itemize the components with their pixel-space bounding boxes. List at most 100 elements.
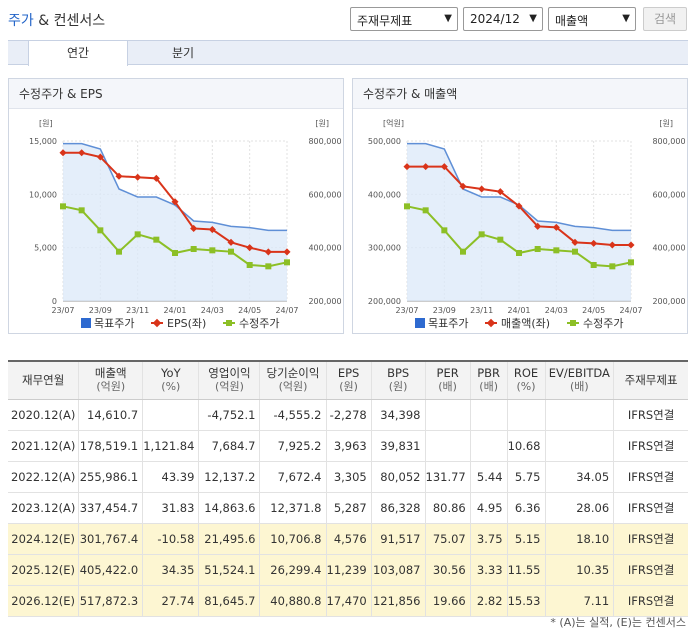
- table-cell: [469, 430, 508, 462]
- table-cell: 131.77: [424, 461, 471, 493]
- table-cell: 3,963: [325, 430, 372, 462]
- tab-quarterly[interactable]: 분기: [171, 46, 195, 60]
- table-row: 2025.12(E) 405,422.0 34.35 51,524.1 26,299.4…: [8, 554, 688, 586]
- table-cell: 10,706.8: [259, 523, 326, 555]
- x-tick: 24/03: [545, 306, 568, 315]
- table-cell: 19.66: [424, 585, 471, 617]
- right-tick: 200,000: [308, 297, 341, 306]
- table-cell: IFRS연결: [613, 554, 688, 586]
- x-tick: 24/01: [507, 306, 530, 315]
- table-cell: 1,121.84: [142, 430, 199, 462]
- table-cell: 30.56: [424, 554, 471, 586]
- left-tick: 500,000: [368, 137, 401, 146]
- adjusted-price-point: [190, 246, 197, 252]
- sales-point: [571, 238, 579, 246]
- adjusted-price-point: [590, 262, 597, 268]
- table-cell: [544, 430, 614, 462]
- eps-point: [208, 225, 216, 234]
- table-row: 2023.12(A) 337,454.7 31.83 14,863.6 12,371.8…: [8, 492, 688, 524]
- eps-point: [134, 173, 142, 181]
- table-cell: 2023.12(A): [8, 492, 79, 524]
- top-bar: 주가 & 컨센서스 주재무제표 ▼ 2024/12 ▼ 매출액 ▼ 검색: [0, 0, 694, 38]
- table-cell: 21,495.6: [198, 523, 260, 555]
- chart-legend: 목표주가 EPS(좌) 수정주가: [81, 317, 279, 330]
- table-cell: 34,398: [370, 399, 425, 431]
- legend-label: 목표주가: [94, 317, 134, 330]
- x-tick: 23/07: [51, 306, 74, 315]
- target-price-area: [407, 143, 631, 301]
- table-cell: 12,371.8: [259, 492, 326, 524]
- table-cell: 6.36: [506, 492, 545, 524]
- financial-table: 재무연월 매출액 (억원) YoY (%) 영업이익 (억원) 당기순이익 (억원) E…: [8, 360, 688, 617]
- table-cell: 121,856: [370, 585, 425, 617]
- legend-swatch: [81, 318, 91, 328]
- eps-chart: [원] [원] 15,000 10,000 5,000 0 800,000 60…: [29, 119, 342, 330]
- target-price-area: [63, 143, 287, 301]
- item-select[interactable]: 매출액 ▼: [548, 7, 636, 31]
- table-cell: 18.10: [544, 523, 614, 555]
- eps-point: [152, 174, 160, 182]
- eps-point: [190, 224, 198, 233]
- search-button[interactable]: 검색: [643, 7, 687, 31]
- adjusted-price-point: [404, 203, 410, 210]
- table-cell: 5.15: [506, 523, 545, 555]
- table-cell: 17,470: [325, 585, 372, 617]
- x-tick: 23/07: [395, 306, 418, 315]
- left-tick: 10,000: [29, 190, 57, 199]
- table-cell: 10.68: [506, 430, 545, 462]
- legend-swatch: [415, 318, 425, 328]
- column-header: PER (배): [424, 360, 471, 400]
- table-row: 2021.12(A) 178,519.1 1,121.84 7,684.7 7,925.…: [8, 430, 688, 462]
- adjusted-price-point: [265, 263, 272, 270]
- table-cell: -4,752.1: [198, 399, 260, 431]
- table-cell: 27.74: [142, 585, 199, 617]
- table-row: 2024.12(E) 301,767.4 -10.58 21,495.6 10,706.…: [8, 523, 688, 555]
- table-cell: IFRS연결: [613, 461, 688, 493]
- statement-type-select[interactable]: 주재무제표 ▼: [350, 7, 458, 31]
- table-cell: 5.44: [469, 461, 508, 493]
- left-tick: 200,000: [368, 297, 401, 306]
- table-cell: IFRS연결: [613, 430, 688, 462]
- table-cell: 3.33: [469, 554, 508, 586]
- adjusted-price-point: [116, 248, 122, 255]
- table-cell: 103,087: [370, 554, 425, 586]
- right-tick: 200,000: [652, 297, 685, 306]
- table-cell: 5,287: [325, 492, 372, 524]
- adjusted-price-point: [172, 250, 178, 256]
- table-cell: 2020.12(A): [8, 399, 79, 431]
- period-select[interactable]: 2024/12 ▼: [463, 7, 543, 31]
- legend-label: 매출액(좌): [501, 317, 550, 330]
- right-tick: 800,000: [308, 137, 341, 146]
- chart-legend: 목표주가 매출액(좌) 수정주가: [415, 317, 623, 330]
- tab-annual[interactable]: 연간: [28, 40, 128, 66]
- footnote: * (A)는 실적, (E)는 컨센서스: [550, 616, 686, 629]
- chevron-down-icon: ▼: [529, 13, 537, 24]
- right-tick: 800,000: [652, 137, 685, 146]
- x-tick: 23/09: [433, 306, 456, 315]
- table-cell: 14,610.7: [78, 399, 143, 431]
- eps-point: [96, 153, 104, 161]
- table-row: 2020.12(A) 14,610.7 -4,752.1 -4,555.2 -2,278…: [8, 399, 688, 431]
- right-tick: 600,000: [308, 190, 341, 199]
- table-cell: 3,305: [325, 461, 372, 493]
- table-cell: 5.75: [506, 461, 545, 493]
- x-tick: 24/03: [201, 306, 224, 315]
- table-cell: 301,767.4: [78, 523, 143, 555]
- x-tick: 23/11: [126, 306, 149, 315]
- table-cell: [142, 399, 199, 431]
- sales-point: [459, 182, 467, 190]
- column-header: BPS (원): [370, 360, 425, 400]
- right-tick: 400,000: [308, 244, 341, 253]
- table-cell: 81,645.7: [198, 585, 260, 617]
- table-cell: 86,328: [370, 492, 425, 524]
- eps-point: [171, 198, 179, 206]
- table-header-row: 재무연월 매출액 (억원) YoY (%) 영업이익 (억원) 당기순이익 (억원) E…: [8, 360, 688, 400]
- table-cell: 517,872.3: [78, 585, 143, 617]
- table-cell: IFRS연결: [613, 492, 688, 524]
- table-cell: 7,925.2: [259, 430, 326, 462]
- table-cell: 34.35: [142, 554, 199, 586]
- right-tick: 400,000: [652, 244, 685, 253]
- adjusted-price-point: [441, 227, 448, 234]
- sales-chart: [억원] [원] 500,000 400,000 300,000 200,000…: [368, 118, 686, 330]
- table-row: 2022.12(A) 255,986.1 43.39 12,137.2 7,672.4 3…: [8, 461, 688, 493]
